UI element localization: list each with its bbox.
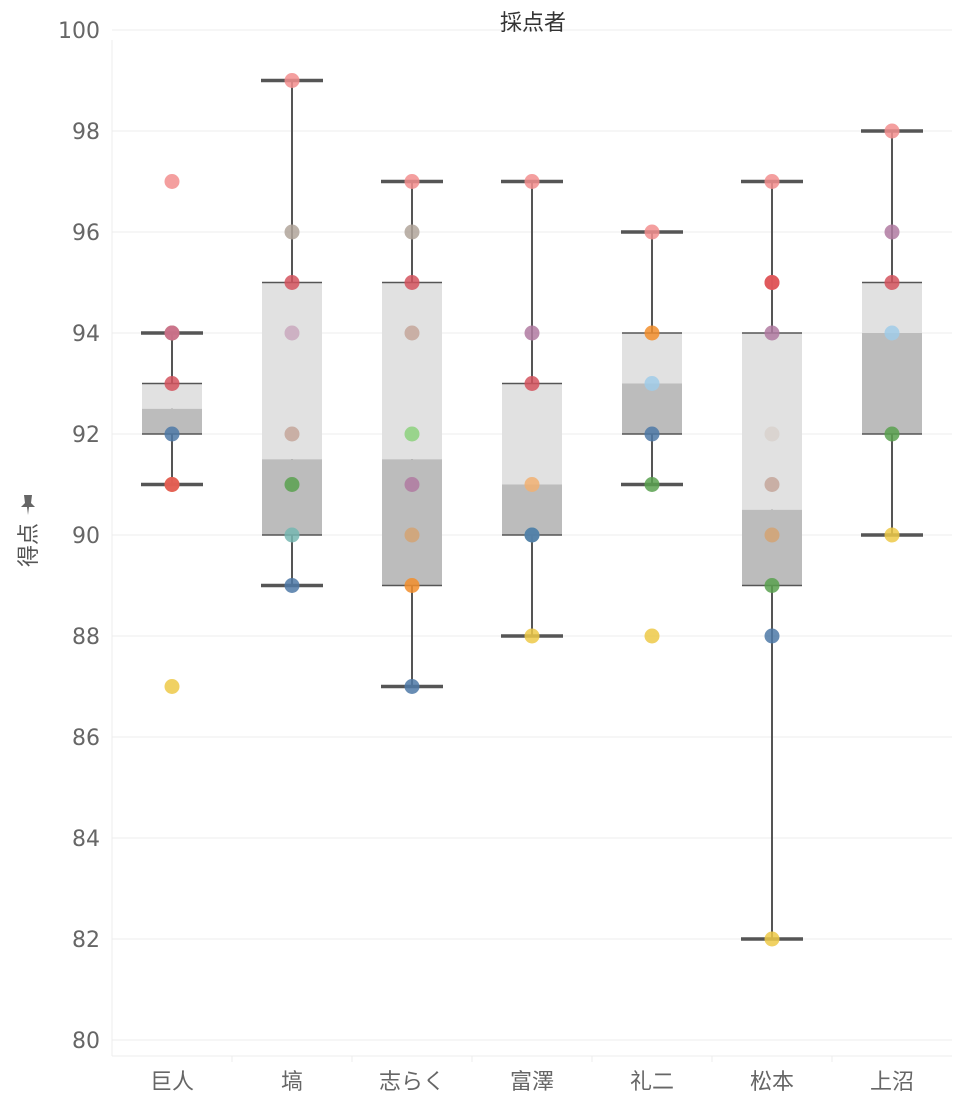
data-point [644, 477, 660, 492]
y-tick-label: 90 [72, 524, 100, 549]
data-point [404, 174, 420, 189]
y-tick-label: 84 [72, 827, 100, 852]
data-point [764, 628, 780, 644]
box-礼二 [621, 230, 683, 487]
data-point [644, 426, 660, 442]
data-point [404, 224, 420, 240]
data-point [284, 325, 300, 341]
data-point [764, 275, 780, 290]
data-point [404, 477, 420, 492]
data-point [524, 628, 540, 644]
data-point [884, 426, 900, 442]
data-point [884, 275, 900, 290]
y-tick-label: 98 [72, 120, 100, 145]
x-tick-label: 富澤 [510, 1070, 554, 1095]
box-lower [262, 459, 322, 535]
data-point [884, 123, 900, 139]
box-lower [622, 383, 682, 434]
data-point [884, 527, 900, 543]
axis-lines [111, 40, 952, 1062]
y-tick-label: 82 [72, 928, 100, 953]
data-point [764, 325, 780, 341]
y-tick-label: 86 [72, 726, 100, 751]
data-point [284, 73, 300, 88]
data-point [764, 174, 780, 189]
data-point [284, 527, 300, 543]
y-axis-title: 得点 [17, 523, 42, 567]
box-上沼 [861, 129, 923, 537]
data-point [404, 578, 420, 593]
box-志らく [381, 179, 443, 689]
boxes-layer [141, 78, 923, 941]
box-upper [502, 383, 562, 485]
data-point [764, 527, 780, 543]
data-point [404, 527, 420, 543]
y-tick-label: 94 [72, 322, 100, 347]
points-layer [164, 73, 900, 947]
data-point [284, 426, 300, 442]
box-upper [862, 282, 922, 333]
box-lower [742, 509, 802, 586]
box-lower [862, 333, 922, 434]
x-tick-label: 志らく [379, 1070, 445, 1095]
data-point [764, 426, 780, 442]
data-point [884, 224, 900, 240]
data-point [164, 174, 180, 189]
data-point [284, 275, 300, 290]
y-tick-label: 92 [72, 423, 100, 448]
data-point [644, 376, 660, 391]
data-point [764, 477, 780, 492]
box-富澤 [501, 179, 563, 638]
data-point [764, 578, 780, 593]
data-point [164, 376, 180, 391]
data-point [524, 477, 540, 492]
data-point [524, 527, 540, 543]
y-tick-label: 88 [72, 625, 100, 650]
x-tick-label: 上沼 [870, 1070, 914, 1095]
x-tick-labels: 巨人 塙 志らく 富澤 礼二 松本 上沼 [150, 1070, 914, 1095]
chart-title: 採点者 [500, 11, 566, 36]
data-point [644, 325, 660, 341]
y-axis-title-group: 得点 [17, 495, 42, 567]
data-point [284, 477, 300, 492]
data-point [164, 477, 180, 492]
y-tick-label: 80 [72, 1029, 100, 1054]
data-point [284, 224, 300, 240]
data-point [164, 679, 180, 694]
x-tick-label: 塙 [281, 1070, 303, 1095]
x-tick-label: 松本 [750, 1070, 794, 1095]
x-tick-label: 巨人 [150, 1070, 194, 1095]
data-point [404, 275, 420, 290]
pin-icon[interactable] [21, 495, 35, 515]
data-point [644, 224, 660, 240]
data-point [524, 325, 540, 341]
data-point [764, 931, 780, 947]
box-upper [622, 333, 682, 384]
data-point [404, 325, 420, 341]
data-point [524, 174, 540, 189]
data-point [284, 578, 300, 593]
data-point [164, 325, 180, 341]
y-tick-label: 96 [72, 221, 100, 246]
x-tick-label: 礼二 [630, 1070, 674, 1095]
data-point [404, 426, 420, 442]
box-巨人 [141, 331, 203, 487]
box-lower [502, 484, 562, 535]
y-tick-labels: 80 82 84 86 88 90 92 94 96 98 100 [58, 19, 100, 1054]
data-point [884, 325, 900, 341]
y-tick-label: 100 [58, 19, 100, 44]
data-point [644, 628, 660, 644]
data-point [524, 376, 540, 391]
box-松本 [741, 179, 803, 941]
data-point [404, 679, 420, 694]
data-point [164, 426, 180, 442]
